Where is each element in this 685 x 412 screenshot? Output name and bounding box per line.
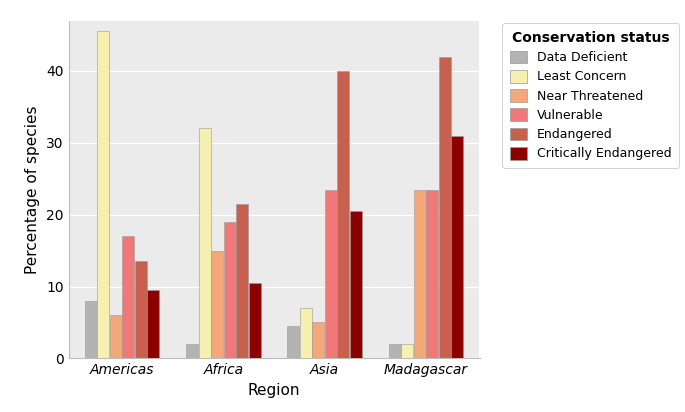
Bar <box>338 71 349 358</box>
Bar <box>401 344 413 358</box>
Bar <box>325 190 337 358</box>
Bar <box>199 129 210 358</box>
Bar <box>123 236 134 358</box>
Bar <box>186 344 198 358</box>
X-axis label: Region: Region <box>248 383 300 398</box>
Bar <box>236 204 248 358</box>
Bar <box>350 211 362 358</box>
Bar <box>147 290 160 358</box>
Bar <box>211 250 223 358</box>
Bar <box>438 56 451 358</box>
Bar <box>135 261 147 358</box>
Bar <box>249 283 260 358</box>
Bar <box>85 301 97 358</box>
Legend: Data Deficient, Least Concern, Near Threatened, Vulnerable, Endangered, Critical: Data Deficient, Least Concern, Near Thre… <box>502 23 680 168</box>
Bar <box>388 344 401 358</box>
Bar <box>414 190 425 358</box>
Y-axis label: Percentage of species: Percentage of species <box>25 105 40 274</box>
Bar <box>288 326 299 358</box>
Bar <box>451 136 463 358</box>
Bar <box>110 315 122 358</box>
Bar <box>426 190 438 358</box>
Bar <box>224 222 236 358</box>
Bar <box>312 323 324 358</box>
Bar <box>97 31 110 358</box>
Bar <box>300 308 312 358</box>
